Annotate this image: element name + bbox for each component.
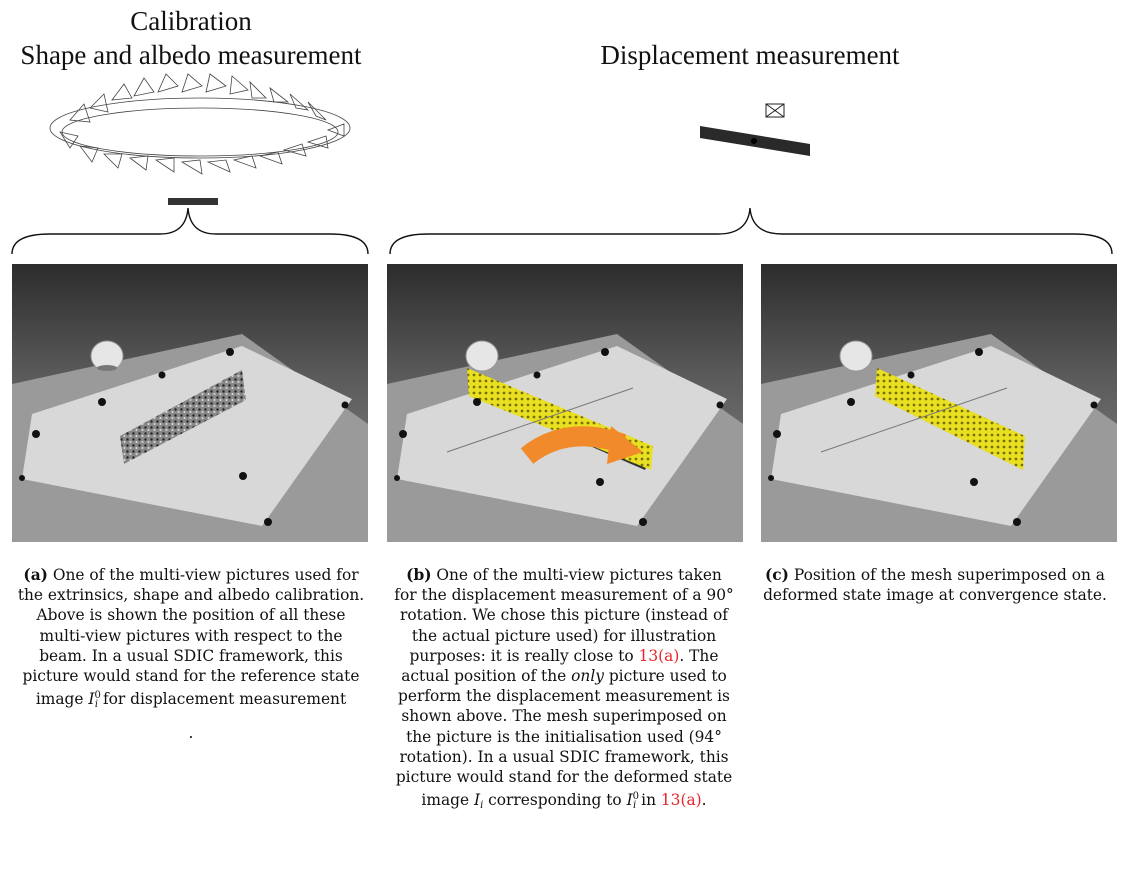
photo-b-scene — [387, 264, 743, 542]
caption-a-label: (a) — [23, 566, 48, 584]
ref-link-13a[interactable]: 13(a) — [638, 646, 680, 665]
displacement-brace — [389, 207, 1113, 255]
calibration-heading-line1: Calibration — [130, 6, 252, 36]
beam-marker — [168, 198, 218, 205]
calibration-heading: Calibration Shape and albedo measurement — [0, 4, 382, 72]
caption-c-label: (c) — [765, 566, 789, 584]
single-camera-diagram — [700, 103, 810, 156]
photo-c-scene — [761, 264, 1117, 542]
caption-a-trailing: . — [188, 724, 194, 743]
calibration-brace — [11, 207, 369, 255]
calibration-heading-line2: Shape and albedo measurement — [20, 40, 362, 70]
photo-a — [12, 264, 368, 542]
caption-b-label: (b) — [406, 566, 432, 584]
photo-a-scene — [12, 264, 368, 542]
caption-c: (c) Position of the mesh superimposed on… — [763, 566, 1107, 605]
camera-ring-diagram — [49, 73, 351, 205]
photo-b — [387, 264, 743, 542]
caption-b: (b) One of the multi-view pictures taken… — [394, 566, 734, 812]
displacement-heading: Displacement measurement — [600, 40, 900, 70]
ref-link-13a-2[interactable]: 13(a) — [660, 791, 702, 810]
caption-a: (a) One of the multi-view pictures used … — [6, 565, 376, 744]
photo-c — [761, 264, 1117, 542]
